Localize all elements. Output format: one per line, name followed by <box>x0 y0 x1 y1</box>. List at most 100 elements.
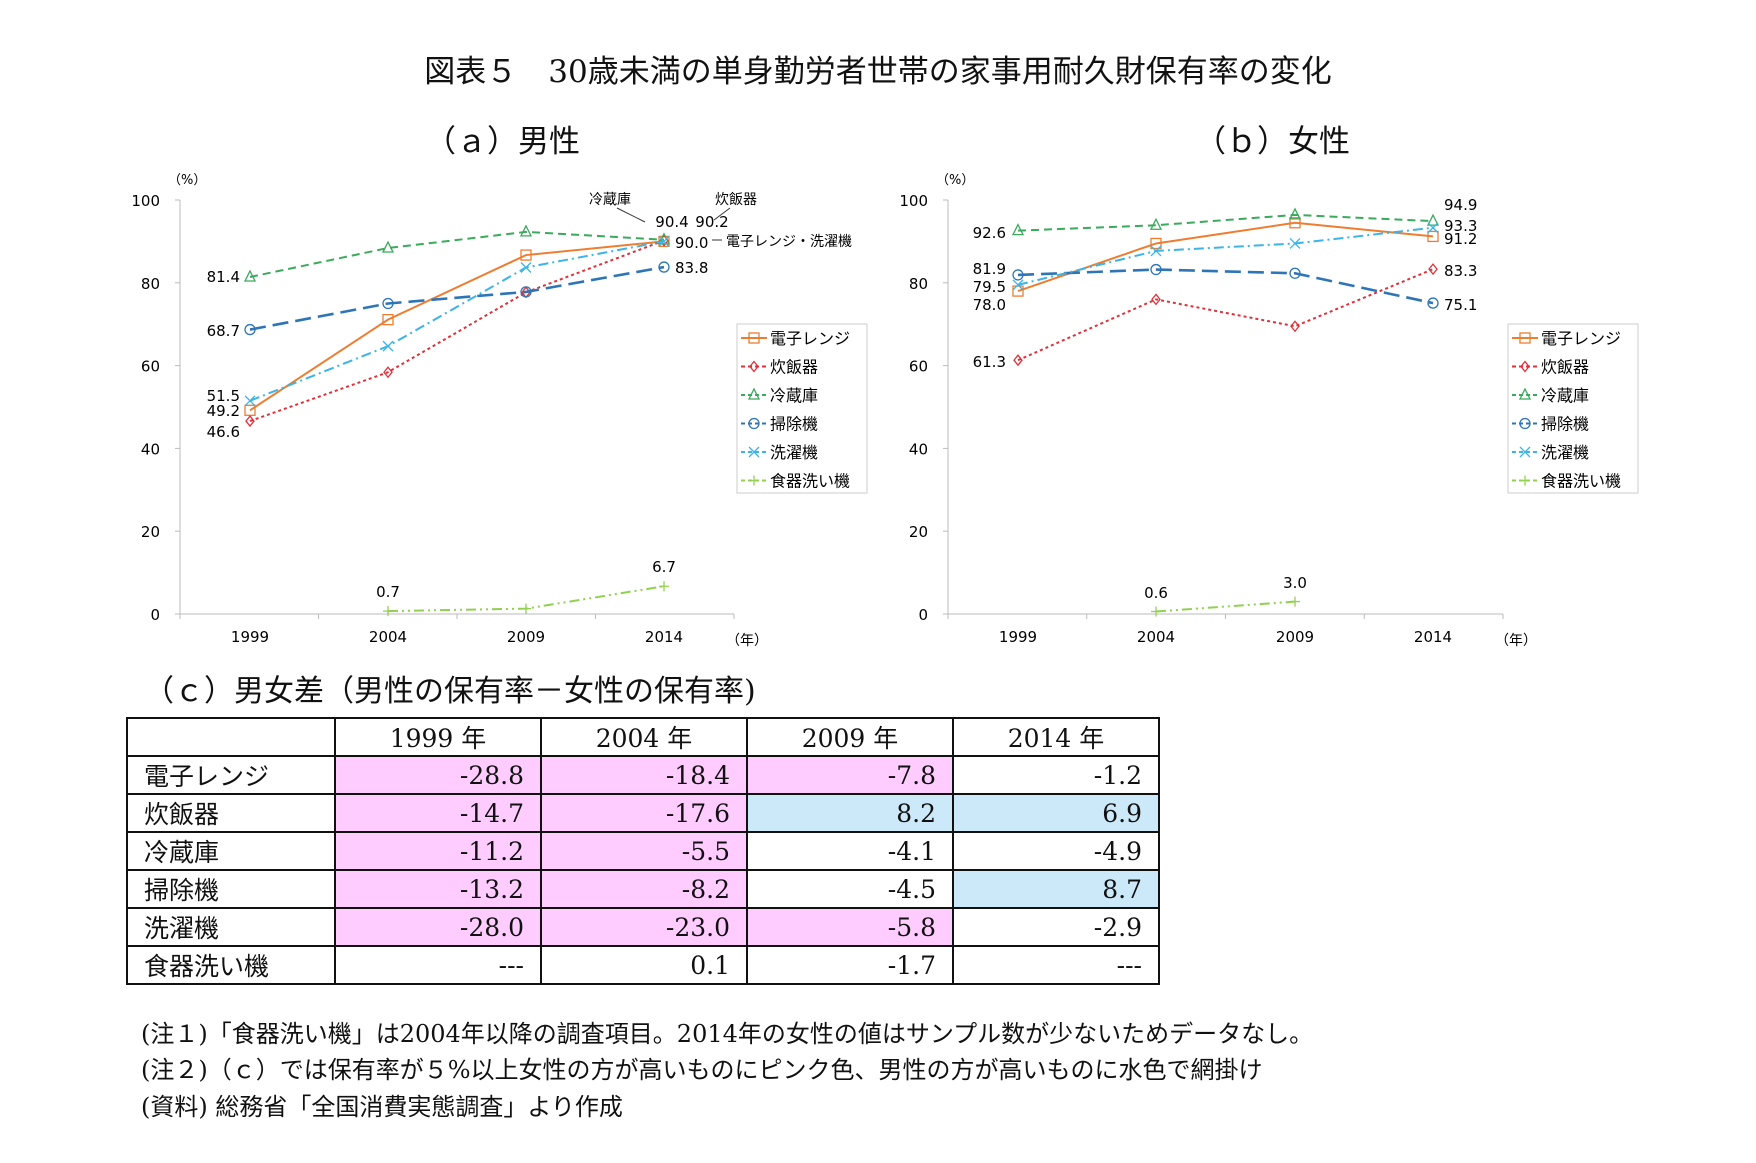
data-label: 3.0 <box>1283 574 1307 592</box>
panel-b-title: （ｂ）女性 <box>1195 124 1350 160</box>
annotation: 冷蔵庫 <box>589 191 631 208</box>
x-tick-label: 2014 <box>1414 628 1452 646</box>
annotation: 炊飯器 <box>715 191 757 208</box>
data-point <box>1151 293 1161 306</box>
legend-label: 炊飯器 <box>770 358 818 377</box>
data-point <box>1150 237 1162 250</box>
data-point <box>1427 222 1439 234</box>
data-label: 6.7 <box>652 558 676 576</box>
legend-label: 洗濯機 <box>770 443 818 462</box>
data-point <box>243 269 257 282</box>
data-label: 90.4 <box>655 213 688 231</box>
column-header: 2009 年 <box>746 717 954 757</box>
data-label: 90.0 <box>675 234 708 252</box>
data-point <box>521 603 531 614</box>
data-label: 61.3 <box>973 353 1006 371</box>
table-cell: --- <box>334 945 542 985</box>
legend-marker <box>1519 417 1531 430</box>
y-tick-label: 40 <box>909 440 928 458</box>
table-cell: -14.7 <box>334 793 542 833</box>
data-point <box>382 313 394 326</box>
line-charts: （%） 0 20 40 60 80 100 1999 2004 2009 2014 （年） 81.4 68… <box>131 173 1639 649</box>
data-label: 90.2 <box>695 213 728 231</box>
y-axis-unit: （%） <box>168 173 206 188</box>
x-tick-label: 2009 <box>1276 628 1314 646</box>
table-cell: -4.1 <box>746 831 954 871</box>
data-point <box>658 235 670 247</box>
data-point <box>383 606 393 617</box>
legend-marker <box>749 360 759 373</box>
data-point <box>244 323 256 336</box>
x-tick-label: 1999 <box>999 628 1037 646</box>
x-tick-label: 2004 <box>369 628 407 646</box>
table-cell: -28.0 <box>334 907 542 947</box>
legend-label: 食器洗い機 <box>1541 472 1621 491</box>
legend-label: 電子レンジ <box>1541 329 1621 348</box>
data-point <box>1013 354 1023 367</box>
data-label: 93.3 <box>1444 217 1477 235</box>
legend-label: 電子レンジ <box>770 329 850 348</box>
table-row: 炊飯器 -14.7 -17.6 8.2 6.9 <box>126 793 1160 833</box>
legend-marker <box>748 332 760 344</box>
y-tick-label: 60 <box>141 358 160 376</box>
row-label: 炊飯器 <box>126 793 336 833</box>
legend-marker <box>1520 360 1530 373</box>
data-label: 68.7 <box>207 322 240 340</box>
series-line-4 <box>1017 226 1434 286</box>
data-point <box>1151 606 1161 617</box>
data-label: 91.2 <box>1444 230 1477 248</box>
data-point <box>1427 230 1439 243</box>
x-tick-label: 2014 <box>645 628 683 646</box>
legend <box>736 323 868 494</box>
x-axis-unit: （年） <box>1495 633 1537 649</box>
table-cell: -7.8 <box>746 755 954 795</box>
panel-c-title: （ｃ）男女差（男性の保有率－女性の保有率) <box>144 674 756 709</box>
data-label: 78.0 <box>973 296 1006 314</box>
series-line-2 <box>1017 213 1434 232</box>
column-header: 2014 年 <box>952 717 1160 757</box>
data-point <box>1428 263 1438 276</box>
note-2: (注２)（ｃ）では保有率が５%以上女性の方が高いものにピンク色、男性の方が高いも… <box>141 1056 1263 1084</box>
table-cell: -8.2 <box>540 869 748 909</box>
data-label: 92.6 <box>973 224 1006 242</box>
series-line-0 <box>1017 221 1434 293</box>
data-point <box>1150 263 1162 276</box>
table-cell: -18.4 <box>540 755 748 795</box>
data-point <box>1012 285 1024 297</box>
table-cell: -17.6 <box>540 793 748 833</box>
legend-label: 冷蔵庫 <box>770 386 818 405</box>
table-row: 食器洗い機 --- 0.1 -1.7 --- <box>126 945 1160 985</box>
table-cell: -28.8 <box>334 755 542 795</box>
data-point <box>1288 207 1302 220</box>
data-label: 79.5 <box>973 278 1006 296</box>
series-line-3 <box>249 265 665 331</box>
row-label: 電子レンジ <box>126 755 336 795</box>
data-label: 51.5 <box>207 387 240 405</box>
figure-title: 図表５ 30歳未満の単身勤労者世帯の家事用耐久財保有率の変化 <box>424 54 1332 90</box>
note-1: (注１)「食器洗い機」は2004年以降の調査項目。2014年の女性の値はサンプル… <box>141 1020 1314 1048</box>
x-tick-label: 1999 <box>231 628 269 646</box>
data-point <box>1289 267 1301 279</box>
legend-marker <box>1519 332 1531 344</box>
legend-label: 冷蔵庫 <box>1541 386 1589 405</box>
legend-marker <box>749 475 759 486</box>
y-tick-label: 100 <box>131 192 160 210</box>
table-cell: --- <box>952 945 1160 985</box>
y-tick-label: 0 <box>150 606 160 624</box>
series-line-2 <box>249 230 665 278</box>
data-point <box>659 581 669 592</box>
table-cell: -23.0 <box>540 907 748 947</box>
data-point <box>1150 245 1162 257</box>
row-label: 洗濯機 <box>126 907 336 947</box>
table-cell: -5.5 <box>540 831 748 871</box>
data-point <box>1012 279 1024 291</box>
data-point <box>1289 238 1301 249</box>
y-tick-label: 0 <box>918 606 928 624</box>
x-tick-label: 2009 <box>507 628 545 646</box>
column-header <box>126 717 336 757</box>
legend-marker <box>748 417 760 430</box>
data-point <box>1290 596 1300 607</box>
data-point <box>1289 217 1301 229</box>
table-row: 掃除機 -13.2 -8.2 -4.5 8.7 <box>126 869 1160 909</box>
